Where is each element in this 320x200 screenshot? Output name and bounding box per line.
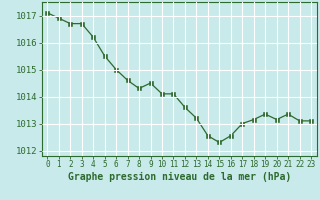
X-axis label: Graphe pression niveau de la mer (hPa): Graphe pression niveau de la mer (hPa)	[68, 172, 291, 182]
